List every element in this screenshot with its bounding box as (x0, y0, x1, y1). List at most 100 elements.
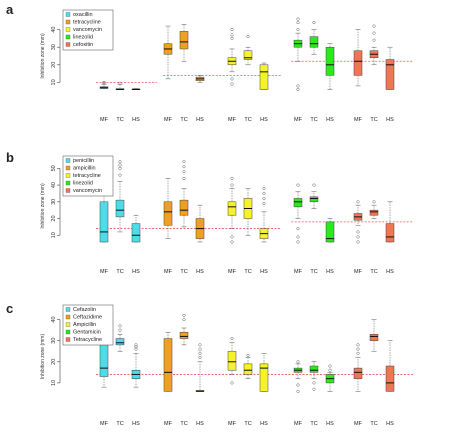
legend-swatch (65, 173, 71, 178)
outlier-point (296, 21, 300, 25)
outlier-point (230, 28, 234, 32)
legend-swatch (65, 314, 71, 320)
outlier-point (356, 230, 360, 234)
outlier-point (328, 368, 332, 372)
outlier-point (246, 35, 250, 39)
outlier-point (328, 364, 332, 368)
panel-label: a (6, 2, 14, 17)
x-tick-label: MF (294, 269, 303, 275)
y-tick-label: 20 (51, 215, 57, 221)
y-tick-label: 20 (51, 359, 57, 365)
box-gentamicin-hs (325, 364, 335, 392)
box-body (115, 199, 125, 218)
box-oxacillin-hs (131, 88, 141, 90)
legend-swatch (65, 165, 71, 171)
box-cefazolin-hs (131, 343, 141, 388)
outlier-point (230, 36, 234, 40)
box-body (385, 365, 395, 392)
box-body (325, 46, 335, 76)
box-body (309, 365, 319, 373)
x-tick-label: MF (100, 117, 109, 123)
x-tick-label: MF (228, 421, 237, 427)
x-tick-label: HS (326, 117, 334, 123)
outlier-point (134, 343, 138, 347)
x-tick-label: TC (370, 421, 377, 427)
box-tetracycline-tc (179, 24, 189, 62)
outlier-point (312, 381, 316, 385)
legend-swatch (65, 188, 71, 193)
box-body (131, 223, 141, 243)
x-tick-label: MF (164, 269, 173, 275)
outlier-point (262, 196, 266, 201)
x-tick-label: HS (132, 117, 140, 123)
outlier-point (262, 201, 266, 206)
x-tick-label: TC (180, 117, 187, 123)
box-body (369, 209, 379, 216)
legend-swatch (65, 329, 71, 335)
box-body (179, 199, 189, 216)
x-tick-label: MF (228, 269, 237, 275)
x-tick-label: MF (100, 421, 109, 427)
x-tick-label: HS (386, 117, 394, 123)
box-vancomycin-tc (243, 35, 253, 66)
legend-box (62, 304, 114, 346)
x-tick-label: TC (244, 269, 251, 275)
outlier-point (230, 183, 234, 187)
box-body (385, 223, 395, 243)
x-tick-label: TC (370, 117, 377, 123)
outlier-point (118, 160, 122, 164)
outlier-point (118, 81, 122, 85)
outlier-point (134, 345, 138, 349)
box-body (243, 50, 253, 60)
outlier-point (356, 343, 360, 347)
legend-label: Cefazolin (73, 307, 96, 313)
x-tick-label: TC (370, 269, 377, 275)
box-tetracycline-tc (243, 188, 253, 236)
y-tick-label: 10 (51, 232, 57, 238)
box-body (227, 201, 237, 216)
x-tick-label: MF (354, 421, 363, 427)
x-tick-label: TC (180, 269, 187, 275)
box-linezolid-tc (309, 21, 319, 55)
outlier-point (182, 313, 186, 317)
y-axis-label: Inhibition zone (mm) (40, 334, 46, 380)
box-body (385, 59, 395, 90)
box-body (115, 338, 125, 346)
box-body (227, 350, 237, 371)
box-linezolid-tc (309, 183, 319, 209)
outlier-point (230, 82, 234, 86)
box-penicillin-tc (115, 160, 125, 233)
outlier-point (118, 163, 122, 167)
outlier-point (296, 240, 300, 244)
box-body (179, 31, 189, 50)
outlier-point (296, 360, 300, 364)
outlier-point (182, 176, 186, 180)
y-tick-label: 40 (51, 182, 57, 188)
y-axis-label: Inhibition zone (mm) (40, 33, 46, 79)
box-penicillin-hs (131, 214, 141, 243)
x-tick-label: MF (164, 421, 173, 427)
panel-label: c (6, 301, 13, 316)
outlier-point (182, 165, 186, 169)
x-tick-label: MF (294, 117, 303, 123)
box-oxacillin-mf (99, 80, 109, 89)
legend-box (62, 155, 114, 197)
legend-label: Ceftazidime (73, 315, 102, 321)
box-vancomycin-hs (385, 201, 395, 243)
box-body (163, 201, 173, 226)
outlier-point (102, 80, 106, 84)
box-ceftazidime-mf (163, 331, 173, 392)
outlier-point (118, 173, 122, 177)
outlier-point (230, 77, 234, 81)
box-linezolid-mf (293, 17, 303, 91)
box-ampicillin-mf (227, 337, 237, 385)
outlier-point (230, 337, 234, 341)
x-tick-label: TC (116, 421, 123, 427)
outlier-point (182, 160, 186, 164)
box-body (179, 331, 189, 339)
panel-a: a 10 20 30 40 Inhibition zone (mm) MF TC HS MF TC H… (6, 2, 413, 123)
x-tick-label: TC (310, 421, 317, 427)
box-cefoxitin-mf (353, 29, 363, 87)
legend-swatch (65, 322, 71, 327)
